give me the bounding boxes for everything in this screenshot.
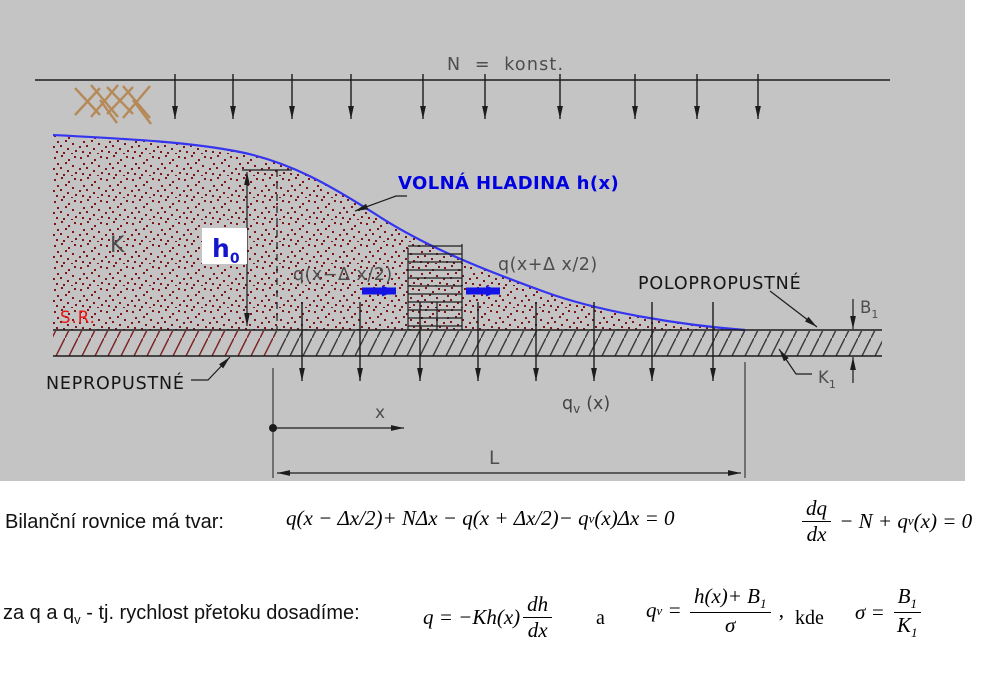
sigma-fraction: B1 K1 <box>893 585 922 640</box>
h0-label-box <box>202 228 247 264</box>
leakage-label: qv (x) <box>562 394 610 416</box>
subst-intro-part: za q a q <box>3 602 75 624</box>
semipermeable-label: POLOPROPUSTNÉ <box>638 272 801 294</box>
balance-eq-sub: v <box>588 510 595 526</box>
fraction-denominator: dx <box>806 521 827 546</box>
h0-label: h0 <box>212 234 240 267</box>
control-volume-column <box>407 244 463 330</box>
diff-eq-part: − N + q <box>834 508 908 533</box>
recharge-label: N = konst. <box>447 55 564 75</box>
free-surface-curve <box>52 133 746 332</box>
subst-intro-part: - tj. rychlost přetoku dosadíme: <box>80 602 360 624</box>
balance-equation: q(x − Δx/2)+ NΔx − q(x + Δx/2)− q v (x)Δx … <box>286 506 675 531</box>
length-label: L <box>489 448 500 469</box>
dq-dx-fraction: dq dx <box>802 497 831 545</box>
flux-left-label: q(x−Δ x/2) <box>293 265 393 285</box>
leakage-arrows <box>299 302 716 381</box>
balance-eq-part: (x)Δx = 0 <box>594 506 675 530</box>
k1-label: K1 <box>818 368 836 391</box>
flux-right-label: q(x+Δ x/2) <box>498 255 598 275</box>
denominator-sub: 1 <box>911 625 918 641</box>
ground-marks-icon <box>74 84 152 125</box>
semipermeable-layer <box>275 331 882 356</box>
datum-label: S.R. <box>60 308 96 327</box>
darcy-equation: q = −Kh(x) dh dx <box>423 593 555 641</box>
numerator-sub: 1 <box>910 596 917 612</box>
numerator-part: h(x)+ B <box>693 584 761 608</box>
x-axis-label: x <box>375 403 385 423</box>
sigma-equation: σ = B1 K1 <box>855 585 925 640</box>
semipermeable-leader <box>769 290 818 328</box>
impermeable-leader <box>191 356 231 381</box>
numerator-part: B <box>897 584 911 608</box>
free-surface-leader <box>354 195 407 212</box>
substitution-intro-text: za q a qv - tj. rychlost přetoku dosadím… <box>3 602 360 627</box>
fraction-numerator: dq <box>802 497 831 522</box>
leakage-eq-part: = <box>662 598 687 623</box>
darcy-eq-part: q = −Kh(x) <box>423 604 521 629</box>
leakage-fraction: h(x)+ B1 σ <box>689 584 771 638</box>
fraction-denominator: dx <box>527 617 548 642</box>
aquifer-body <box>53 135 745 330</box>
k1-leader <box>778 348 812 375</box>
balance-eq-part: q(x − Δx/2)+ NΔx − q(x + Δx/2)− q <box>286 506 589 530</box>
fraction-numerator: dh <box>523 593 553 618</box>
conjunction-where: kde <box>795 607 824 629</box>
sigma-eq-part: σ = <box>855 600 891 625</box>
leakage-eq-comma: , <box>773 598 785 623</box>
dh-dx-fraction: dh dx <box>523 593 553 642</box>
fraction-numerator: B1 <box>893 584 921 614</box>
free-surface-label: VOLNÁ HLADINA h(x) <box>398 172 619 194</box>
conjunction-and: a <box>596 607 605 629</box>
aquifer-k-label: K <box>110 233 125 258</box>
numerator-sub: 1 <box>760 596 767 612</box>
leakage-eq-sub: v <box>656 602 663 618</box>
denominator-part: K <box>897 613 912 638</box>
groundwater-diagram: N = konst. K h0 VOLNÁ HLADINA h(x) q(x−Δ… <box>0 0 965 481</box>
impermeable-layer <box>53 331 275 356</box>
diff-eq-part: (x) = 0 <box>913 508 973 533</box>
subst-intro-sub: v <box>74 612 81 627</box>
fraction-numerator: h(x)+ B1 <box>689 584 771 614</box>
fraction-denominator: σ <box>725 613 736 638</box>
b1-label: B1 <box>860 298 878 321</box>
differential-equation: dq dx − N + q v (x) = 0 <box>799 497 972 545</box>
diff-eq-sub: v <box>907 513 914 529</box>
fraction-denominator: K1 <box>893 613 922 640</box>
recharge-arrows <box>172 74 761 119</box>
impermeable-label: NEPROPUSTNÉ <box>46 372 185 394</box>
leakage-eq-part: q <box>646 598 657 623</box>
balance-intro-text: Bilanční rovnice má tvar: <box>5 511 224 533</box>
